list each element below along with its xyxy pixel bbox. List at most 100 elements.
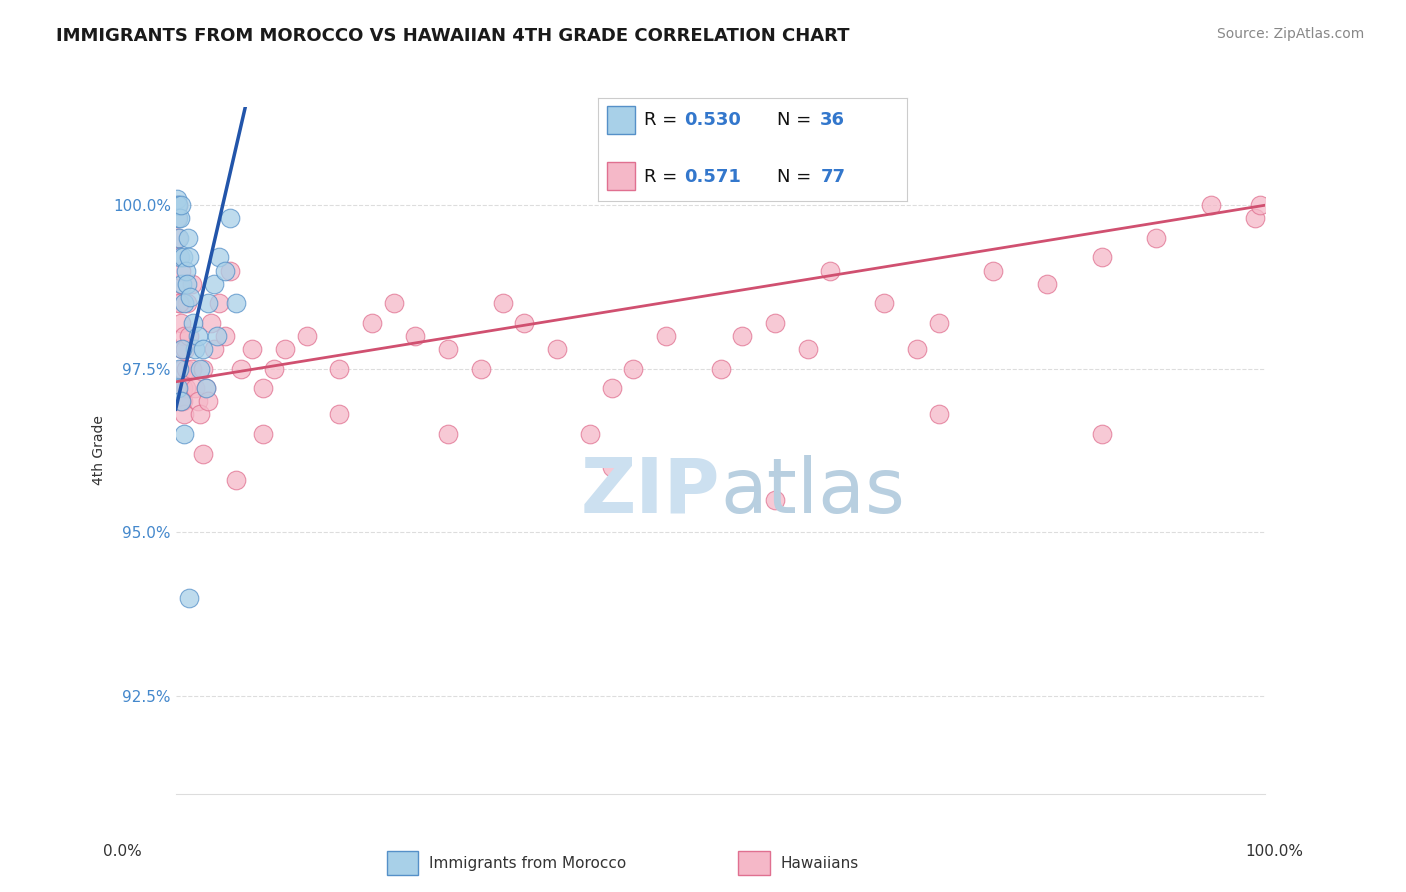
Text: 100.0%: 100.0% [1246, 845, 1303, 859]
FancyBboxPatch shape [607, 162, 634, 190]
Point [167, 231, 190, 245]
Point [1243, 211, 1265, 226]
Text: 0.0%: 0.0% [103, 845, 142, 859]
Point [170, 342, 193, 356]
Text: 0.530: 0.530 [685, 112, 741, 129]
Point [176, 296, 198, 310]
Point [184, 381, 207, 395]
Point [1036, 277, 1059, 291]
Point [214, 329, 236, 343]
Text: 0.571: 0.571 [685, 168, 741, 186]
Point [382, 296, 405, 310]
Text: 36: 36 [820, 112, 845, 129]
Point [173, 427, 195, 442]
Point [295, 329, 318, 343]
Point [437, 427, 460, 442]
Point [172, 251, 194, 265]
Point [731, 329, 754, 343]
Point [219, 211, 242, 226]
Point [492, 296, 515, 310]
Text: N =: N = [778, 112, 817, 129]
Point [172, 277, 194, 291]
Point [600, 459, 623, 474]
Text: Immigrants from Morocco: Immigrants from Morocco [429, 855, 626, 871]
Point [169, 251, 191, 265]
Point [172, 361, 194, 376]
Point [579, 427, 602, 442]
Point [167, 231, 190, 245]
Point [170, 394, 193, 409]
Point [205, 329, 228, 343]
Point [184, 342, 207, 356]
Point [188, 361, 211, 376]
Point [240, 342, 263, 356]
Point [405, 329, 427, 343]
Point [263, 361, 285, 376]
Point [195, 381, 218, 395]
Point [197, 394, 219, 409]
Point [172, 342, 194, 356]
Point [202, 277, 225, 291]
Point [191, 342, 214, 356]
Point [176, 277, 198, 291]
Point [361, 316, 384, 330]
Point [177, 329, 200, 343]
Point [195, 381, 218, 395]
Point [873, 296, 896, 310]
Point [188, 408, 211, 422]
Point [208, 296, 231, 310]
Point [763, 316, 786, 330]
Point [202, 342, 225, 356]
Point [167, 251, 190, 265]
Point [174, 381, 197, 395]
Point [181, 361, 204, 376]
Point [181, 277, 204, 291]
Text: R =: R = [644, 112, 683, 129]
FancyBboxPatch shape [607, 106, 634, 134]
FancyBboxPatch shape [387, 851, 419, 875]
Point [197, 296, 219, 310]
Point [177, 231, 200, 245]
Point [177, 591, 200, 605]
Point [710, 361, 733, 376]
Point [763, 492, 786, 507]
Point [191, 447, 214, 461]
Point [1249, 198, 1271, 212]
Point [797, 342, 820, 356]
Point [179, 290, 201, 304]
Point [174, 342, 197, 356]
Point [1091, 251, 1114, 265]
Point [231, 361, 253, 376]
Point [167, 361, 190, 376]
Point [928, 316, 950, 330]
Point [174, 263, 197, 277]
Point [600, 381, 623, 395]
FancyBboxPatch shape [738, 851, 770, 875]
Point [621, 361, 644, 376]
Point [328, 361, 350, 376]
Point [328, 408, 350, 422]
Point [191, 361, 214, 376]
Point [252, 427, 274, 442]
Point [470, 361, 492, 376]
Point [905, 342, 928, 356]
Point [166, 198, 188, 212]
Point [166, 211, 188, 226]
Point [219, 263, 242, 277]
Point [177, 251, 200, 265]
Point [186, 394, 209, 409]
Point [1091, 427, 1114, 442]
Point [173, 408, 195, 422]
Y-axis label: 4th Grade: 4th Grade [91, 416, 105, 485]
Point [513, 316, 536, 330]
Point [167, 211, 190, 226]
Point [1199, 198, 1222, 212]
Point [172, 381, 194, 395]
Text: R =: R = [644, 168, 683, 186]
Text: IMMIGRANTS FROM MOROCCO VS HAWAIIAN 4TH GRADE CORRELATION CHART: IMMIGRANTS FROM MOROCCO VS HAWAIIAN 4TH … [56, 27, 849, 45]
Point [655, 329, 678, 343]
Point [169, 198, 191, 212]
Point [252, 381, 274, 395]
Text: N =: N = [778, 168, 817, 186]
Text: Hawaiians: Hawaiians [780, 855, 859, 871]
